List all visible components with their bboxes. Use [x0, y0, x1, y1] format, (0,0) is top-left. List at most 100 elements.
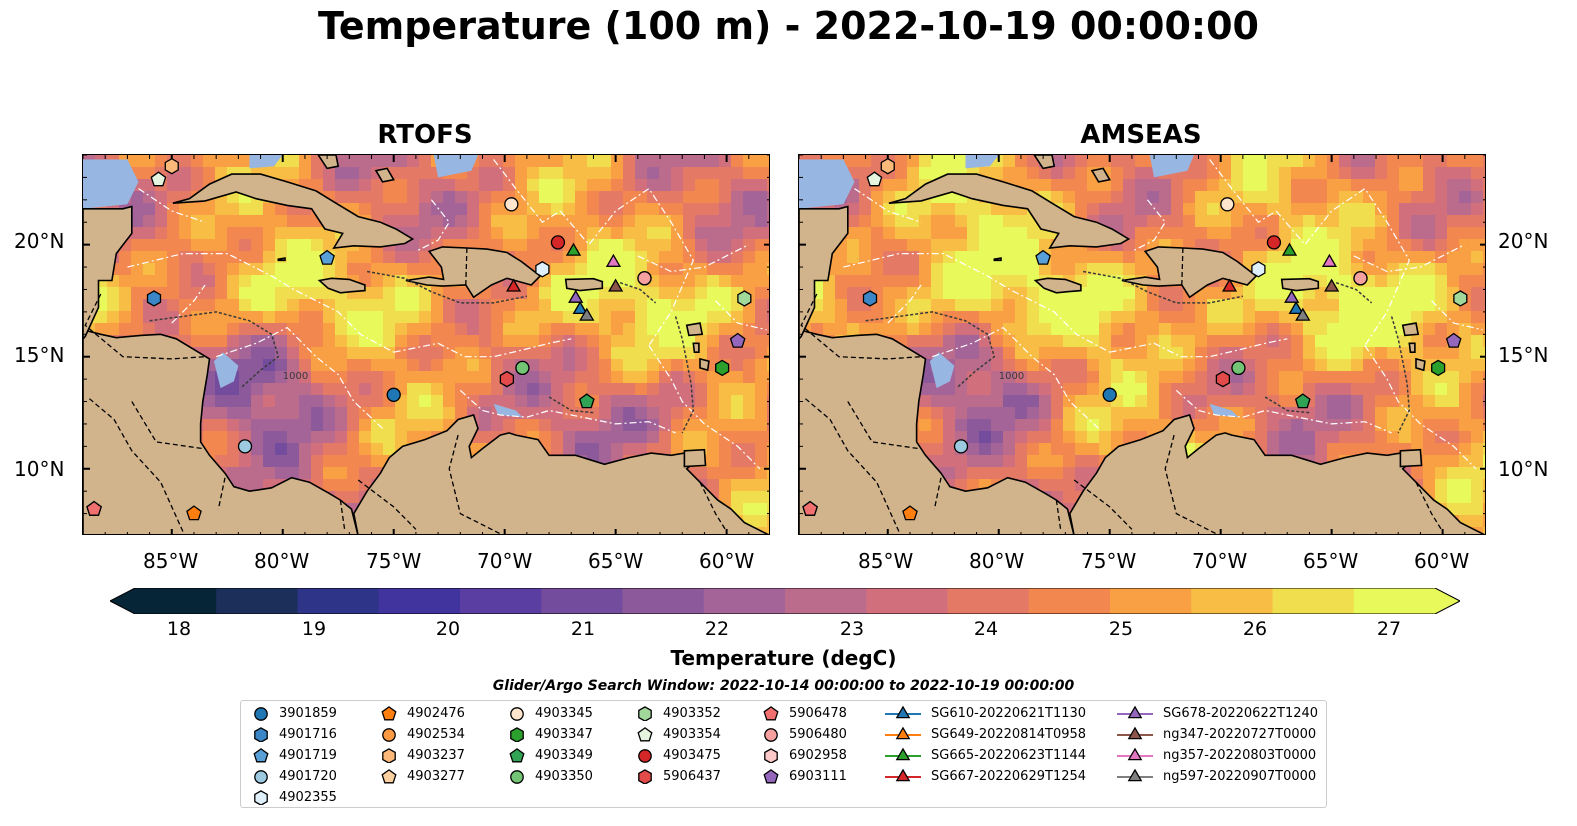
eez-boundary: [1131, 199, 1166, 252]
land-bahamas2: [1090, 167, 1111, 183]
legend-marker: [254, 770, 268, 784]
legend-label: 5906478: [789, 705, 847, 721]
legend-marker: [895, 705, 911, 719]
eez-boundary: [1431, 300, 1483, 331]
legend-marker: [895, 747, 911, 761]
lon-label-60w-right: 60°W: [1414, 549, 1470, 573]
legend-swatch-triangle-icon: [885, 726, 921, 740]
marker-4903475: [1266, 235, 1282, 250]
legend-label: 6902958: [789, 747, 847, 763]
land-guadeloupe: [685, 322, 704, 337]
legend-marker: [764, 728, 778, 742]
legend-label: 6903111: [789, 768, 847, 784]
eez-boundary: [887, 284, 922, 324]
marker-5906478: [802, 500, 818, 516]
lon-label-70w-left: 70°W: [477, 549, 533, 573]
colorbar-extend-high: [1435, 588, 1460, 614]
isobath-contour: [548, 396, 594, 414]
legend-item: 5906437: [637, 768, 721, 784]
land-martinique: [1415, 357, 1426, 372]
legend-item: ng597-20220907T0000: [1117, 768, 1316, 784]
country-border: [800, 293, 922, 360]
land-jamaica: [317, 277, 366, 294]
legend-marker: [254, 790, 268, 805]
legend-marker: [763, 769, 779, 784]
legend-swatch-pentagon-icon: [637, 727, 653, 742]
legend-item: 5906480: [763, 726, 847, 742]
colorbar-tick-25: 25: [1108, 618, 1134, 640]
legend-marker: [382, 728, 396, 742]
legend-swatch-triangle-icon: [885, 747, 921, 761]
legend-marker: [1127, 768, 1143, 782]
legend-item: 4903347: [509, 726, 593, 742]
country-border: [1073, 479, 1133, 530]
lon-label-85w-right: 85°W: [858, 549, 914, 573]
eez-boundary: [559, 187, 694, 346]
country-border: [448, 434, 503, 534]
legend-item: 5906478: [763, 705, 847, 721]
marker-sg667-20220629t1254: [505, 278, 522, 292]
eez-boundary: [715, 300, 767, 331]
map-rtofs: 1000: [82, 154, 770, 535]
land-caymanLike: [993, 257, 1002, 262]
colorbar: [110, 588, 1460, 614]
shallow-water-mask: [249, 155, 283, 169]
legend-label: 4901719: [279, 747, 337, 763]
colorbar-segment: [1191, 588, 1274, 614]
colorbar-tick-21: 21: [570, 618, 596, 640]
eez-boundary: [393, 338, 572, 358]
marker-ng347-20220727t0000: [1324, 278, 1340, 292]
legend-item: 6902958: [763, 747, 847, 763]
map-amseas: 1000: [798, 154, 1486, 535]
legend-item: SG610-20220621T1130: [885, 705, 1086, 721]
marker-3901859: [386, 387, 401, 402]
legend-marker: [381, 706, 397, 721]
shallow-water-mask: [493, 403, 523, 418]
marker-6903111: [729, 332, 746, 348]
land-caymanLike: [277, 257, 286, 262]
legend-item: ng357-20220803T0000: [1117, 747, 1316, 763]
marker-4902355: [1251, 261, 1266, 278]
country-border: [1415, 481, 1444, 532]
contour-label: 1000: [283, 371, 308, 382]
lat-label-20n-right: 20°N: [1498, 229, 1549, 253]
legend-label: 4903350: [535, 768, 593, 784]
legend-item: SG665-20220623T1144: [885, 747, 1086, 763]
legend-swatch-circle-icon: [510, 770, 524, 784]
marker-4903350: [515, 360, 530, 376]
country-border: [357, 479, 417, 530]
legend-marker: [509, 748, 525, 763]
marker-6903111: [1445, 332, 1462, 348]
country-border: [86, 396, 184, 532]
marker-4902476: [186, 505, 202, 521]
legend-swatch-circle-icon: [254, 770, 268, 784]
lat-label-15n-right: 15°N: [1498, 343, 1549, 367]
marker-4903347: [715, 359, 730, 377]
legend-marker: [638, 706, 652, 721]
land-dominica: [1408, 342, 1416, 353]
marker-4901719: [1035, 249, 1051, 265]
legend-swatch-pentagon-icon: [763, 769, 779, 784]
marker-4901716: [862, 290, 878, 307]
legend-item: 6903111: [763, 768, 847, 784]
legend-label: 4903277: [407, 768, 465, 784]
shallow-water-mask: [433, 155, 478, 178]
legend-label: 4903237: [407, 747, 465, 763]
map-frame-ticks: [799, 155, 1485, 534]
legend-swatch-triangle-icon: [1117, 768, 1153, 782]
marker-4903352: [1453, 290, 1468, 307]
country-border: [465, 247, 468, 286]
legend-item: 4903349: [509, 747, 593, 763]
legend-swatch-hexagon-icon: [638, 769, 652, 784]
legend-swatch-hexagon-icon: [254, 790, 268, 805]
marker-4903349: [1294, 393, 1311, 409]
marker-4903237: [880, 157, 895, 175]
marker-sg665-20220623t1144: [565, 242, 582, 256]
shallow-water-mask: [929, 352, 955, 389]
marker-4901719: [319, 249, 335, 265]
isobath-contour: [674, 316, 695, 434]
marker-5906478: [86, 500, 102, 516]
legend-item: 3901859: [253, 705, 337, 721]
legend-label: 4902534: [407, 726, 465, 742]
marker-4903475: [550, 235, 566, 250]
